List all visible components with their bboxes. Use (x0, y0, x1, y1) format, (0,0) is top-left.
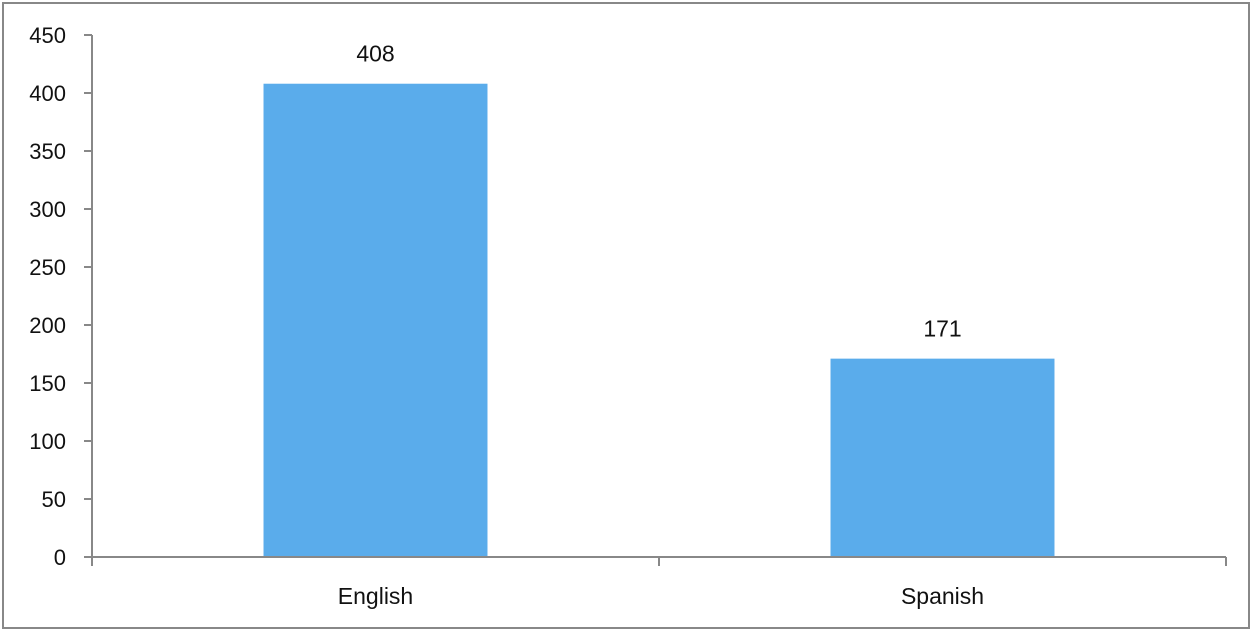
data-labels: 408 171 (356, 41, 961, 342)
y-tick-label: 150 (29, 371, 66, 396)
y-tick-label: 350 (29, 139, 66, 164)
y-tick-label: 450 (29, 23, 66, 48)
x-category-label: English (338, 583, 413, 609)
x-category-label: Spanish (901, 583, 984, 609)
y-tick-label: 200 (29, 313, 66, 338)
bar-english (263, 83, 488, 557)
x-axis: English Spanish (91, 556, 1227, 609)
y-tick-label: 100 (29, 429, 66, 454)
y-tick-label: 400 (29, 81, 66, 106)
y-tick-label: 250 (29, 255, 66, 280)
y-tick-label: 0 (54, 545, 66, 570)
y-axis-ticks: 0 50 100 150 200 250 300 350 400 450 (29, 23, 92, 570)
data-label-english: 408 (356, 41, 394, 67)
bars (263, 83, 1055, 557)
data-label-spanish: 171 (923, 316, 961, 342)
y-tick-label: 300 (29, 197, 66, 222)
bar-spanish (830, 358, 1055, 557)
y-tick-label: 50 (42, 487, 66, 512)
